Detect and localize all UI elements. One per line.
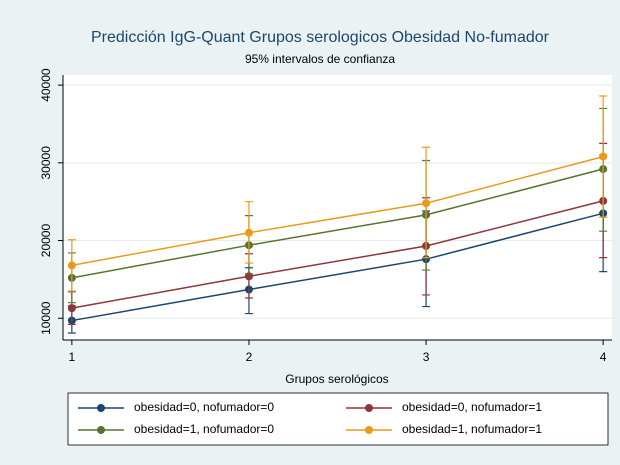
legend-label: obesidad=0, nofumador=0 [134,400,274,414]
x-tick-label: 1 [69,350,76,364]
x-tick-label: 3 [423,350,430,364]
x-tick-label: 4 [600,350,607,364]
y-tick-label: 30000 [39,146,53,180]
legend-label: obesidad=0, nofumador=1 [402,400,542,414]
legend-marker [97,404,105,412]
series-line [71,200,604,309]
legend-marker [365,426,373,434]
chart-title: Predicción IgG-Quant Grupos serologicos … [91,29,550,46]
chart-subtitle: 95% intervalos de confianza [245,52,395,66]
series-line [71,168,604,279]
legend-marker [365,404,373,412]
y-tick-label: 20000 [39,224,53,258]
legend-marker [97,426,105,434]
legend-label: obesidad=1, nofumador=1 [402,422,542,436]
legend-label: obesidad=1, nofumador=0 [134,422,274,436]
series-line [71,155,604,267]
marker [599,152,608,161]
marker [67,261,76,270]
plot-area [63,75,612,340]
marker [244,228,253,237]
y-tick-label: 10000 [39,301,53,335]
series-line [71,212,604,322]
y-tick-label: 40000 [39,68,53,102]
marker [67,304,76,313]
x-axis-label: Grupos serológicos [285,372,388,386]
legend [67,392,609,446]
x-tick-label: 2 [246,350,253,364]
marker [422,199,431,208]
